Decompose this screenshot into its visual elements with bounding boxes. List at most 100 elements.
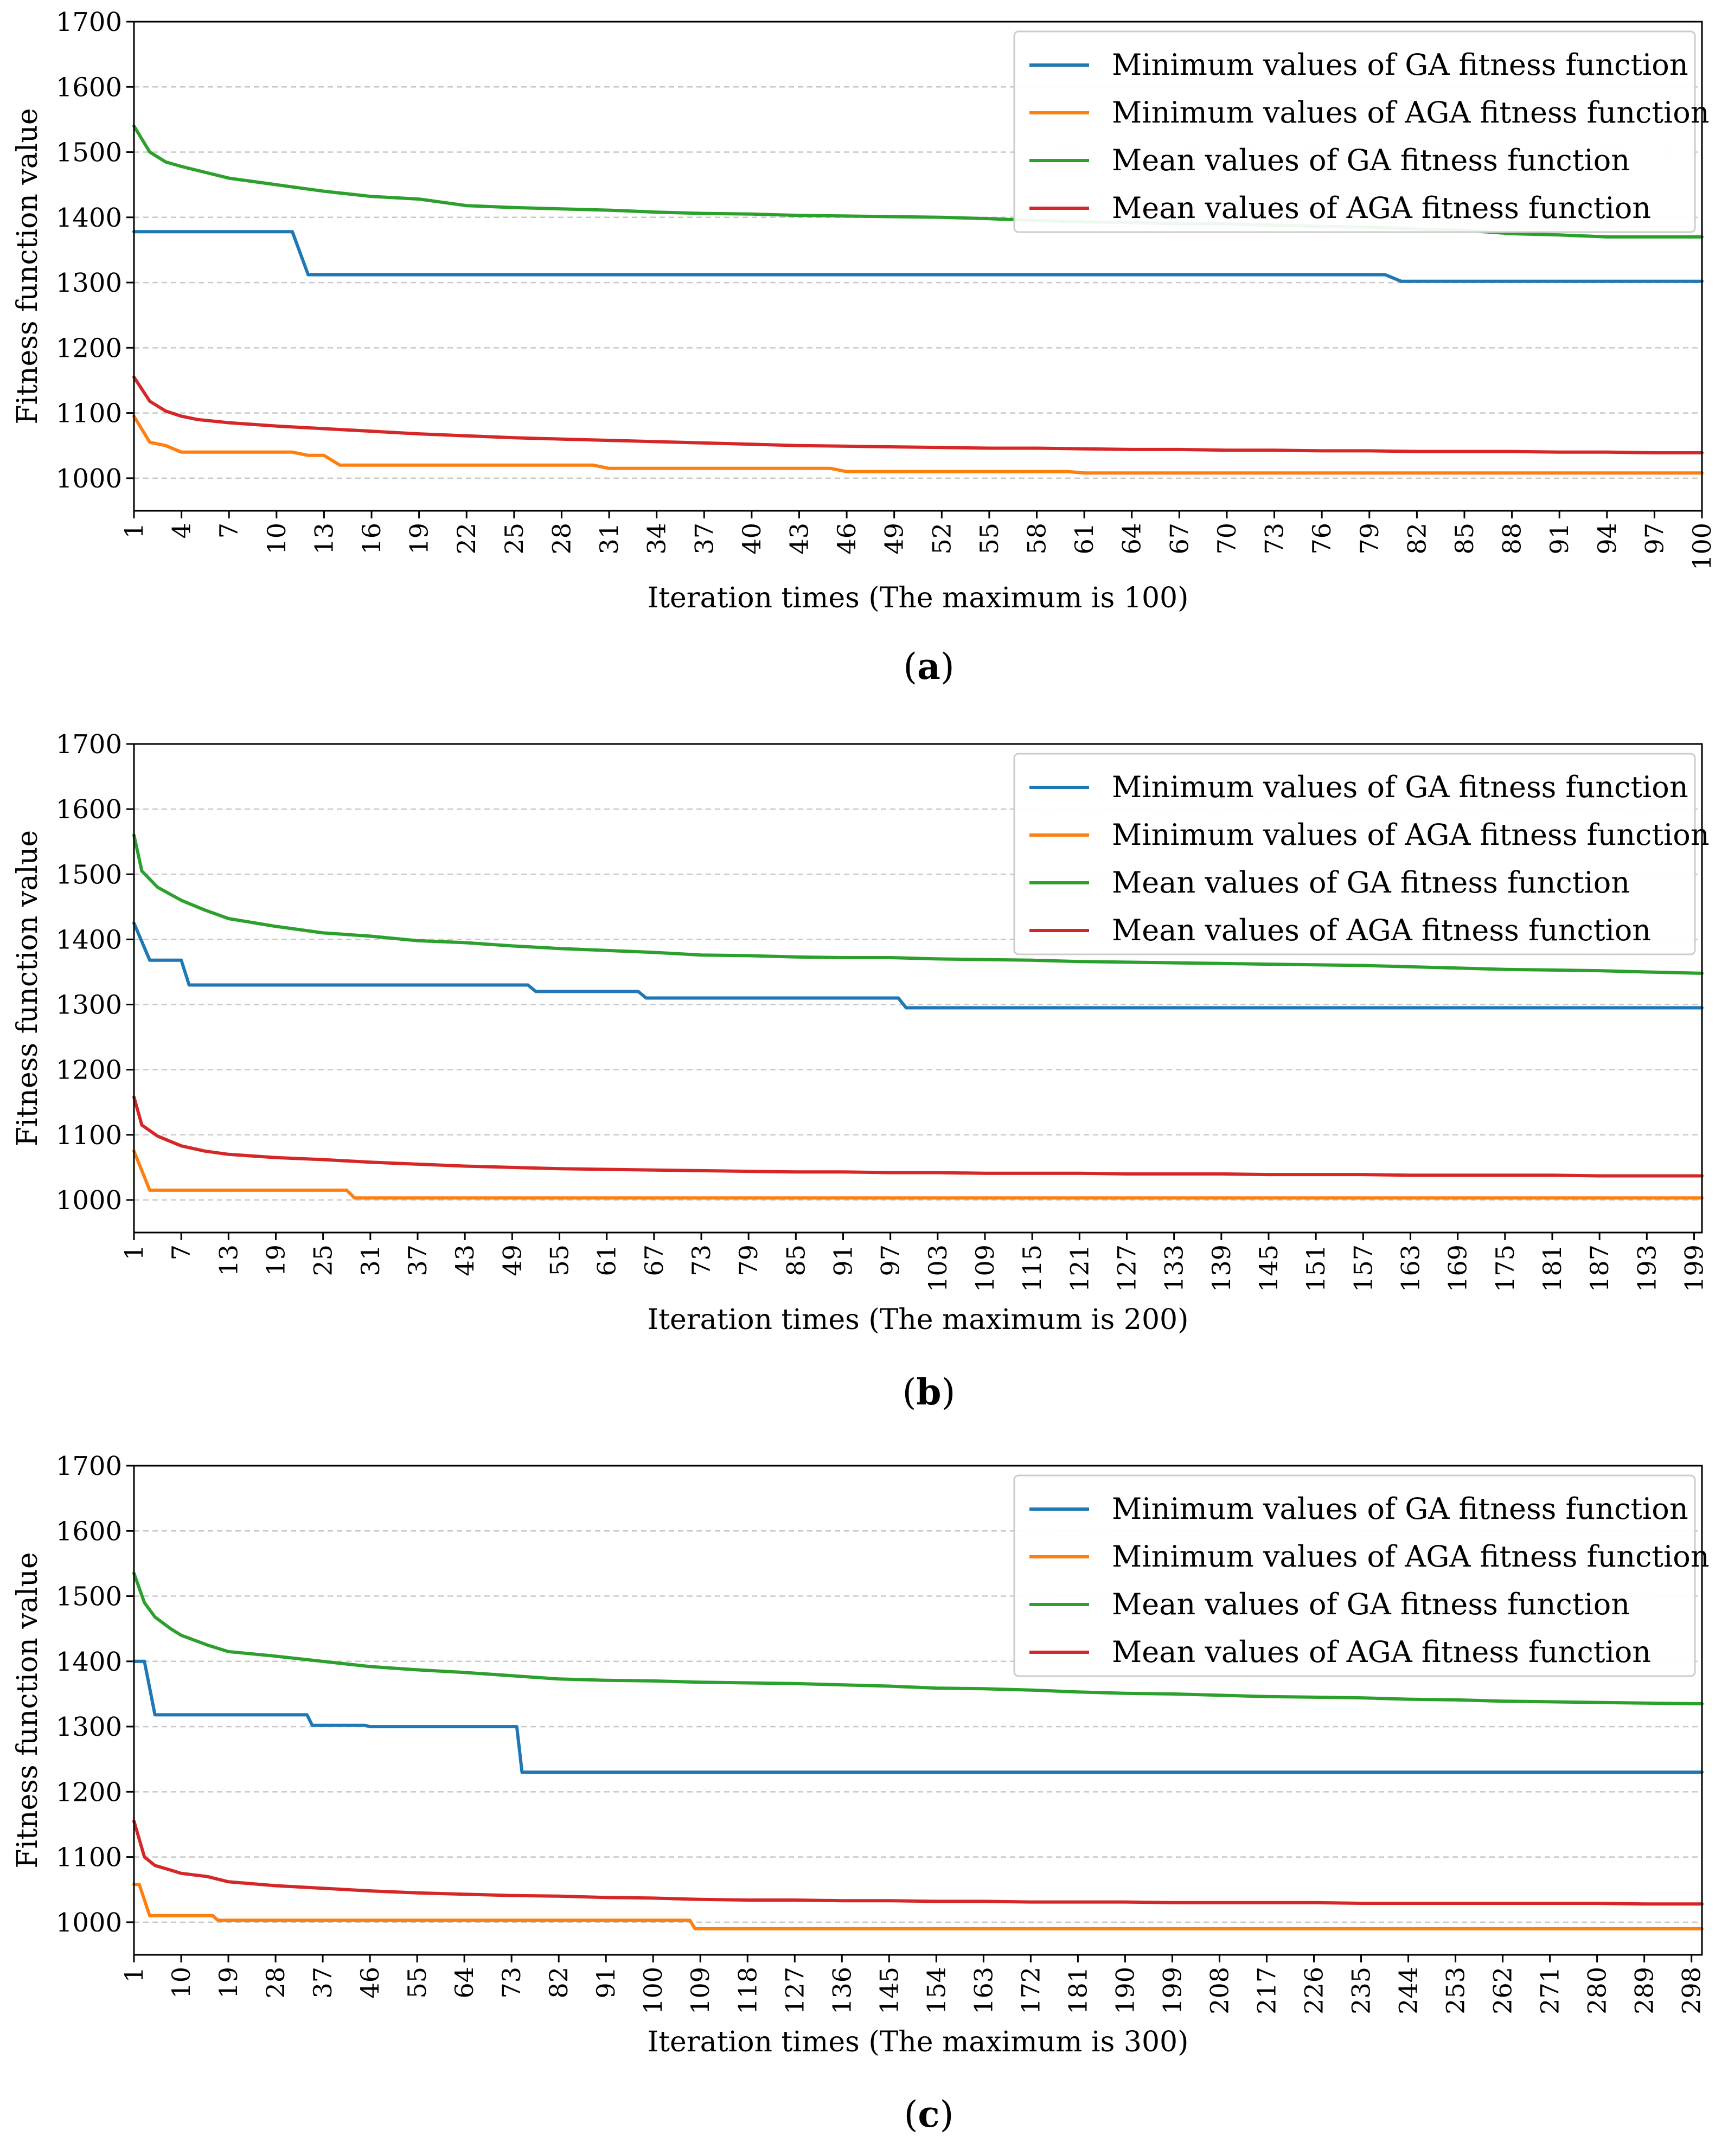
y-tick-label: 1700 [56, 7, 122, 37]
x-tick-label: 1 [119, 523, 149, 538]
x-tick-label: 85 [1450, 523, 1479, 555]
x-tick-label: 181 [1538, 1244, 1567, 1292]
x-tick-label: 235 [1347, 1967, 1376, 2014]
x-tick-label: 85 [781, 1244, 810, 1276]
x-tick-label: 109 [686, 1967, 715, 2014]
x-tick-label: 73 [1260, 523, 1289, 555]
x-tick-label: 73 [497, 1967, 526, 1999]
y-tick-label: 1500 [56, 1582, 122, 1612]
x-tick-label: 28 [547, 523, 576, 555]
x-tick-label: 10 [262, 523, 291, 555]
x-tick-label: 100 [638, 1967, 668, 2014]
y-tick-label: 1000 [56, 1185, 122, 1216]
x-tick-label: 118 [733, 1967, 762, 2014]
x-tick-label: 91 [828, 1244, 857, 1276]
legend-box [1013, 30, 1696, 233]
x-axis-label: Iteration times (The maximum is 100) [648, 582, 1189, 614]
x-tick-label: 55 [545, 1244, 574, 1276]
x-tick-label: 46 [832, 523, 861, 555]
y-tick-label: 1600 [56, 1516, 122, 1547]
series-line-2 [132, 414, 1704, 475]
x-tick-label: 145 [874, 1967, 904, 2014]
x-tick-label: 52 [927, 523, 956, 555]
x-tick-label: 13 [309, 523, 338, 555]
x-tick-label: 82 [1402, 523, 1431, 555]
x-tick-label: 28 [261, 1967, 290, 1999]
plot-frame [133, 1465, 1703, 1956]
y-axis-label: Fitness function value [11, 830, 44, 1146]
y-tick-label: 1700 [56, 1451, 122, 1481]
x-tick-label: 19 [214, 1967, 243, 1999]
y-tick-label: 1600 [56, 794, 122, 825]
x-tick-label: 139 [1207, 1244, 1236, 1292]
series-line-2 [132, 1883, 1704, 1930]
legend-entry-2: Minimum values of AGA fitness function [1112, 818, 1710, 852]
x-tick-label: 16 [357, 523, 386, 555]
x-tick-label: 61 [592, 1244, 622, 1276]
y-tick-label: 1700 [56, 729, 122, 760]
legend-entry-4: Mean values of AGA fitness function [1112, 1635, 1651, 1669]
x-tick-label: 31 [594, 523, 624, 555]
y-tick-label: 1200 [56, 1777, 122, 1807]
x-tick-label: 136 [827, 1967, 856, 2014]
chart-panel-b: 1000 1100 1200 1300 1400 1500 1600 1700 1 7 13 19 25… [11, 729, 1710, 1413]
x-tick-label: 49 [497, 1244, 527, 1276]
legend-entry-2: Minimum values of AGA fitness function [1112, 95, 1710, 130]
x-tick-label: 64 [1117, 523, 1147, 555]
series-line-1 [132, 230, 1704, 283]
x-tick-label: 145 [1254, 1244, 1283, 1292]
x-tick-label: 208 [1205, 1967, 1234, 2014]
x-tick-label: 172 [1016, 1967, 1045, 2014]
panel-caption: (a) [903, 645, 954, 688]
x-tick-label: 67 [639, 1244, 669, 1276]
x-tick-label: 55 [975, 523, 1004, 555]
x-tick-label: 181 [1063, 1967, 1092, 2014]
x-tick-label: 154 [921, 1967, 951, 2014]
x-tick-label: 1 [119, 1967, 149, 1982]
x-tick-label: 217 [1252, 1967, 1281, 2014]
x-tick-label: 199 [1157, 1967, 1187, 2014]
plot-frame [133, 21, 1703, 512]
x-tick-label: 49 [880, 523, 909, 555]
x-tick-label: 289 [1630, 1967, 1659, 2014]
y-tick-label: 1200 [56, 333, 122, 363]
legend-entry-1: Minimum values of GA fitness function [1112, 770, 1688, 804]
x-tick-label: 244 [1394, 1967, 1423, 2014]
x-tick-label: 88 [1497, 523, 1527, 555]
legend: Minimum values of GA fitness function Min… [1013, 753, 1710, 955]
y-tick-label: 1400 [56, 203, 122, 233]
series-line-4 [132, 375, 1704, 454]
legend-entry-3: Mean values of GA fitness function [1112, 865, 1630, 900]
series-line-2 [132, 1149, 1704, 1200]
series-line-4 [132, 1819, 1704, 1906]
panel-caption: (b) [903, 1371, 956, 1413]
x-tick-label: 226 [1300, 1967, 1329, 2014]
plot-frame [133, 743, 1703, 1234]
x-tick-label: 34 [642, 523, 671, 555]
x-tick-label: 58 [1022, 523, 1052, 555]
y-tick-label: 1600 [56, 72, 122, 102]
y-tick-label: 1500 [56, 859, 122, 890]
x-tick-label: 37 [308, 1967, 337, 1999]
legend-entry-1: Minimum values of GA fitness function [1112, 48, 1688, 82]
x-tick-label: 7 [214, 523, 244, 538]
legend-entry-2: Minimum values of AGA fitness function [1112, 1539, 1710, 1574]
x-tick-label: 121 [1065, 1244, 1094, 1292]
legend: Minimum values of GA fitness function Min… [1013, 1474, 1710, 1677]
x-tick-label: 100 [1687, 523, 1717, 570]
x-tick-label: 40 [737, 523, 766, 555]
series-line-3 [132, 833, 1704, 975]
x-tick-label: 157 [1348, 1244, 1378, 1292]
legend-entry-4: Mean values of AGA fitness function [1112, 191, 1651, 225]
y-tick-label: 1500 [56, 138, 122, 168]
legend-entry-4: Mean values of AGA fitness function [1112, 913, 1651, 947]
x-tick-label: 25 [500, 523, 529, 555]
x-tick-label: 115 [1017, 1244, 1047, 1292]
x-tick-label: 43 [450, 1244, 479, 1276]
series-line-3 [132, 1571, 1704, 1705]
y-tick-label: 1200 [56, 1055, 122, 1086]
x-tick-label: 94 [1592, 523, 1622, 555]
y-tick-label: 1100 [56, 1120, 122, 1151]
x-tick-label: 91 [591, 1967, 620, 1999]
